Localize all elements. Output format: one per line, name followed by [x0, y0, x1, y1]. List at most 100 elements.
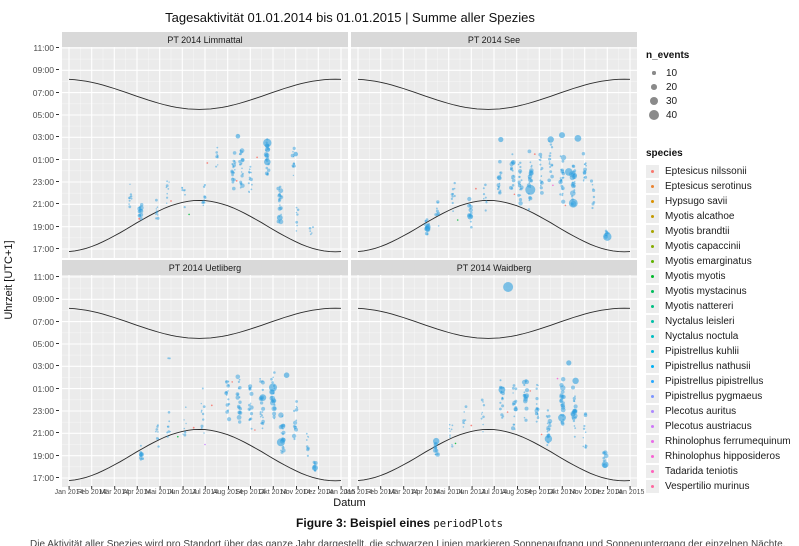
legend-species-label: Nyctalus noctula [665, 331, 739, 342]
y-tick-label: 11:00 [20, 272, 59, 282]
legend-species-label: Pipistrellus pygmaeus [665, 391, 763, 402]
size-circle-icon [652, 71, 656, 75]
x-tick-label: Aug 2014 [212, 486, 243, 496]
legend-species-key [646, 480, 659, 493]
gridlines [62, 275, 348, 487]
figure-title: Tagesaktivität 01.01.2014 bis 01.01.2015… [165, 10, 535, 25]
species-color-dot-icon [651, 215, 654, 218]
legend-species-label: Myotis emarginatus [665, 256, 752, 267]
legend-species-item: Pipistrellus kuhlii [646, 344, 796, 359]
caption-label: Figure 3: Beispiel eines [296, 516, 434, 530]
legend-species-item: Vespertilio murinus [646, 479, 796, 494]
species-color-dot-icon [651, 440, 654, 443]
day-night-curves [357, 307, 631, 482]
x-tick-label: Nov 2014 [280, 486, 311, 496]
legend-size-key [646, 94, 662, 108]
scatter-plot-svg [62, 275, 348, 487]
x-tick-label: Feb 2014 [76, 486, 107, 496]
y-tick-label: 09:00 [20, 65, 59, 75]
legend-size-label: 40 [666, 109, 678, 121]
x-tick-label: Feb 2014 [365, 486, 396, 496]
legend-species-key [646, 420, 659, 433]
y-tick-label: 01:00 [20, 155, 59, 165]
facet-strip-waidberg: PT 2014 Waidberg [351, 260, 637, 275]
day-night-curves [357, 78, 631, 253]
x-tick-label: Sep 2014 [524, 486, 555, 496]
sunrise-curve [357, 307, 631, 339]
legend-species-key [646, 345, 659, 358]
legend-species-item: Myotis mystacinus [646, 284, 796, 299]
species-color-dot-icon [651, 305, 654, 308]
legend-species-label: Hypsugo savii [665, 196, 728, 207]
x-tick-label: Jul 2014 [191, 486, 219, 496]
y-tick-label: 05:00 [20, 339, 59, 349]
legend-species-key [646, 210, 659, 223]
legend-species-key [646, 435, 659, 448]
legend-species-key [646, 360, 659, 373]
legend-species-label: Rhinolophus hipposideros [665, 451, 781, 462]
facet-strip-label: PT 2014 See [467, 34, 521, 45]
legend-size-item: 30 [646, 94, 796, 108]
x-tick-label: Dez 2014 [303, 486, 334, 496]
legend-species-label: Tadarida teniotis [665, 466, 738, 477]
facet-strip-label: PT 2014 Waidberg [456, 262, 532, 273]
cropped-text-content: Die Aktivität aller Spezies wird pro Sta… [30, 539, 786, 546]
y-tick-label: 19:00 [20, 222, 59, 232]
data-points [424, 132, 612, 241]
legend-size-key [646, 108, 662, 122]
x-axis-title: Datum [333, 497, 366, 509]
legend-species-label: Vespertilio murinus [665, 481, 750, 492]
facet-panel-uetliberg [62, 275, 348, 487]
legend-species-item: Plecotus auritus [646, 404, 796, 419]
legend-size-key [646, 80, 662, 94]
legend-species-label: Myotis capaccinii [665, 241, 741, 252]
legend-species-key [646, 405, 659, 418]
legend-species-label: Plecotus austriacus [665, 421, 752, 432]
sunset-curve [357, 199, 631, 253]
legend-species-item: Tadarida teniotis [646, 464, 796, 479]
species-color-dot-icon [651, 485, 654, 488]
sunrise-curve [68, 307, 342, 339]
gridlines [351, 47, 637, 258]
legend-species-item: Myotis myotis [646, 269, 796, 284]
sunrise-curve [357, 78, 631, 110]
species-color-dot-icon [651, 410, 654, 413]
x-tick-label: Jan 2015 [326, 486, 356, 496]
legend-species-label: Eptesicus nilssonii [665, 166, 747, 177]
legend-species-item: Myotis emarginatus [646, 254, 796, 269]
x-tick-label: Aug 2014 [501, 486, 532, 496]
y-tick-label: 07:00 [20, 317, 59, 327]
legend-species-key [646, 315, 659, 328]
legend-species-item: Rhinolophus ferrumequinum [646, 434, 796, 449]
x-tick-label: Jan 2014 [54, 486, 84, 496]
legend-species-key [646, 255, 659, 268]
legend-species-item: Nyctalus leisleri [646, 314, 796, 329]
y-axis-title: Uhrzeit [UTC+1] [3, 240, 15, 320]
legend-species-title: species [646, 148, 683, 159]
day-night-curves [68, 307, 342, 482]
legend-species-key [646, 375, 659, 388]
legend-species-label: Plecotus auritus [665, 406, 737, 417]
legend-species-label: Nyctalus leisleri [665, 316, 735, 327]
y-tick-label: 07:00 [20, 88, 59, 98]
legend-species-key [646, 465, 659, 478]
facet-panel-limmattal [62, 47, 348, 258]
legend-species-item: Hypsugo savii [646, 194, 796, 209]
sunset-curve [357, 428, 631, 482]
x-tick-label: Jan 2014 [343, 486, 373, 496]
y-tick-label: 05:00 [20, 110, 59, 120]
legend-species-item: Myotis brandtii [646, 224, 796, 239]
x-tick-label: Mär 2014 [99, 486, 130, 496]
legend-species-item: Pipistrellus pipistrellus [646, 374, 796, 389]
x-tick-label: Dez 2014 [592, 486, 623, 496]
species-color-dot-icon [651, 335, 654, 338]
legend-size-label: 30 [666, 95, 678, 107]
legend-species-key [646, 450, 659, 463]
sunset-curve [68, 428, 342, 482]
day-night-curves [68, 78, 342, 253]
legend-species-label: Myotis mystacinus [665, 286, 747, 297]
legend-species-item: Myotis capaccinii [646, 239, 796, 254]
x-tick-label: Mai 2014 [434, 486, 464, 496]
facet-strip-uetliberg: PT 2014 Uetliberg [62, 260, 348, 275]
scatter-plot-svg [62, 47, 348, 258]
